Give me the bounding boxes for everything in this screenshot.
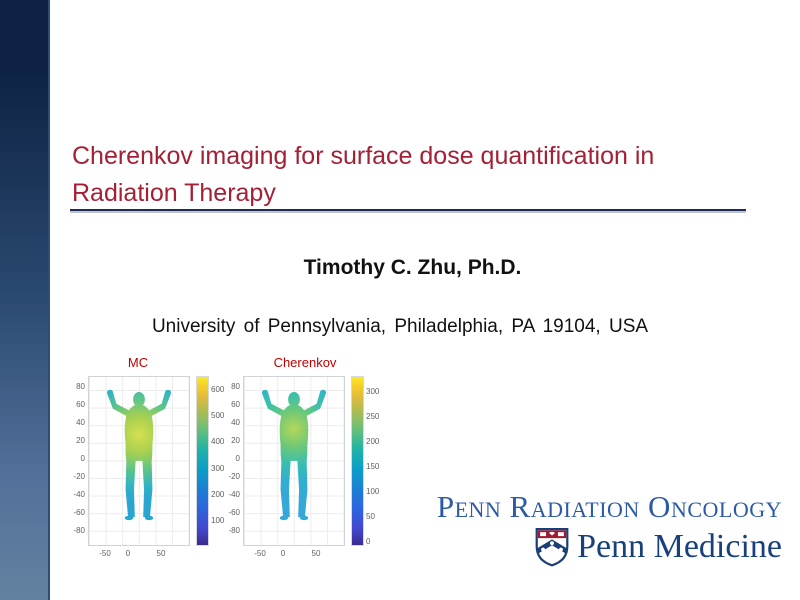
penn-radiation-oncology-logo-text: Penn Radiation Oncology (436, 489, 782, 524)
y-tick-label: -40 (73, 490, 85, 499)
y-tick-label: 0 (235, 454, 240, 463)
y-tick-label: 40 (76, 418, 85, 427)
slide-title: Cherenkov imaging for surface dose quant… (72, 138, 764, 212)
y-tick-label: -40 (228, 490, 240, 499)
title-line-2: Radiation Therapy (72, 179, 276, 207)
x-tick-label: 50 (311, 549, 321, 558)
colorbar-tick-label: 250 (366, 412, 380, 421)
mc-colorbar-ticks: 600 500 400 300 200 100 (211, 386, 237, 525)
penn-medicine-logo: Penn Medicine (362, 527, 782, 567)
y-tick-label: -80 (228, 526, 240, 535)
cherenkov-dose-map-figure: Cherenkov 80 60 40 20 0 -20 -40 -60 -80 … (223, 355, 393, 575)
penn-shield-icon (535, 528, 569, 567)
cherenkov-y-axis-ticks: 80 60 40 20 0 -20 -40 -60 -80 (223, 383, 240, 535)
left-gradient-bar (0, 0, 50, 600)
mc-colorbar (196, 376, 209, 546)
y-tick-label: -20 (228, 472, 240, 481)
mc-figure-label: MC (127, 355, 149, 370)
y-tick-label: 80 (231, 382, 240, 391)
affiliation: University of Pennsylvania, Philadelphia… (151, 316, 649, 337)
y-tick-label: 80 (76, 382, 85, 391)
x-tick-label: -50 (99, 549, 111, 558)
x-tick-label: 0 (280, 549, 286, 558)
y-tick-label: 0 (80, 454, 85, 463)
mc-dose-map-figure: MC 80 60 40 20 0 -20 -40 -60 -80 -50 0 5… (68, 355, 238, 575)
x-tick-label: -50 (254, 549, 266, 558)
colorbar-tick-label: 0 (366, 537, 371, 546)
colorbar-tick-label: 150 (366, 462, 380, 471)
colorbar-tick-label: 500 (211, 411, 225, 421)
y-tick-label: -80 (73, 526, 85, 535)
mc-body-heatmap (106, 389, 172, 521)
colorbar-tick-label: 50 (366, 512, 375, 521)
y-tick-label: -60 (73, 508, 85, 517)
cherenkov-colorbar (351, 376, 364, 546)
mc-plot-area (88, 376, 190, 546)
y-tick-label: 60 (231, 400, 240, 409)
title-line-1: Cherenkov imaging for surface dose quant… (72, 142, 655, 170)
y-tick-label: -20 (73, 472, 85, 481)
colorbar-tick-label: 100 (366, 487, 380, 496)
y-tick-label: 40 (231, 418, 240, 427)
y-tick-label: 20 (231, 436, 240, 445)
x-tick-label: 0 (125, 549, 131, 558)
cherenkov-colorbar-ticks: 300 250 200 150 100 50 0 (366, 388, 392, 546)
cherenkov-plot-area (243, 376, 345, 546)
y-tick-label: 60 (76, 400, 85, 409)
title-underline (70, 209, 746, 211)
mc-y-axis-ticks: 80 60 40 20 0 -20 -40 -60 -80 (68, 383, 85, 535)
colorbar-tick-label: 300 (366, 387, 380, 396)
y-tick-label: -60 (228, 508, 240, 517)
y-tick-label: 20 (76, 436, 85, 445)
cherenkov-figure-label: Cherenkov (273, 355, 337, 370)
x-tick-label: 50 (156, 549, 166, 558)
penn-medicine-logo-text: Penn Medicine (577, 528, 782, 565)
colorbar-tick-label: 300 (211, 463, 225, 473)
logo-block: Penn Radiation Oncology Penn Medicine (362, 489, 782, 567)
colorbar-tick-label: 100 (211, 515, 225, 525)
cherenkov-body-heatmap (261, 389, 327, 521)
author-name: Timothy C. Zhu, Ph.D. (303, 256, 522, 279)
colorbar-tick-label: 400 (211, 437, 225, 447)
colorbar-tick-label: 600 (211, 385, 225, 394)
colorbar-tick-label: 200 (366, 437, 380, 446)
colorbar-tick-label: 200 (211, 489, 225, 499)
